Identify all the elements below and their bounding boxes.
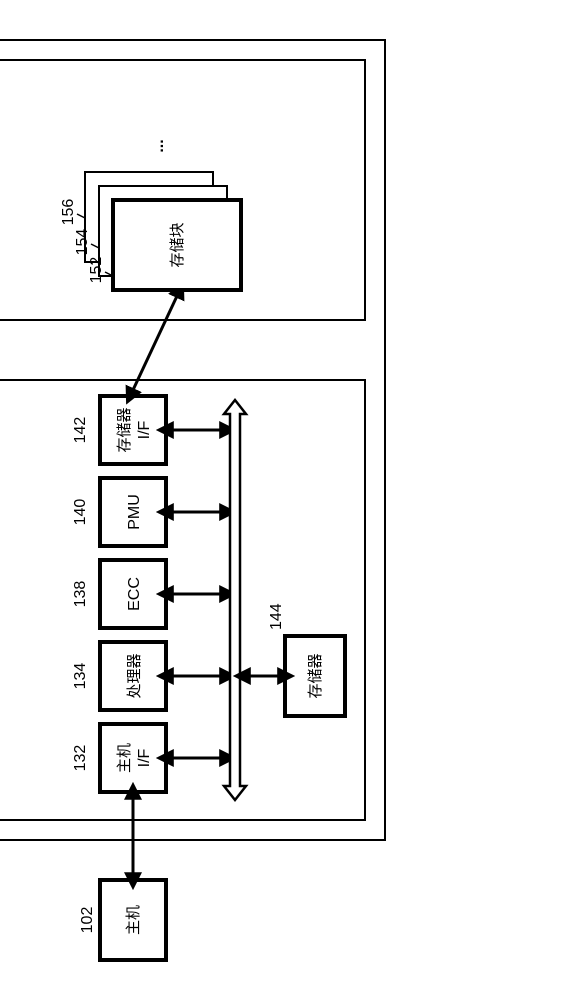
- ref-102: 102: [79, 907, 96, 934]
- memory-label: 存储器: [307, 653, 324, 698]
- ref-134: 134: [72, 663, 89, 690]
- ellipsis: ...: [150, 139, 167, 152]
- pmu-label: PMU: [126, 494, 143, 530]
- proc-label: 处理器: [126, 653, 143, 698]
- memif-label-bot: I/F: [136, 420, 153, 439]
- block-diagram: 100 110 主机 102 130 150 主机I/F132处理器134ECC…: [0, 0, 570, 1000]
- ref-152: 152: [88, 257, 105, 284]
- ecc-label: ECC: [126, 577, 143, 611]
- ref-154: 154: [74, 229, 91, 256]
- memif-box: [100, 396, 166, 464]
- hostif-label-top: 主机: [116, 743, 133, 773]
- ref-144: 144: [268, 603, 285, 630]
- ref-132: 132: [72, 745, 89, 772]
- ref-138: 138: [72, 581, 89, 608]
- ref-142: 142: [72, 417, 89, 444]
- ref-140: 140: [72, 499, 89, 526]
- host-label: 主机: [125, 905, 142, 935]
- controller-box: [0, 380, 365, 820]
- hostif-box: [100, 724, 166, 792]
- mem-block-label: 存储块: [169, 222, 186, 267]
- diagram-rotated-group: 100 110 主机 102 130 150 主机I/F132处理器134ECC…: [0, 0, 385, 960]
- ref-156: 156: [60, 199, 77, 226]
- memif-label-top: 存储器: [116, 407, 133, 452]
- hostif-label-bot: I/F: [136, 748, 153, 767]
